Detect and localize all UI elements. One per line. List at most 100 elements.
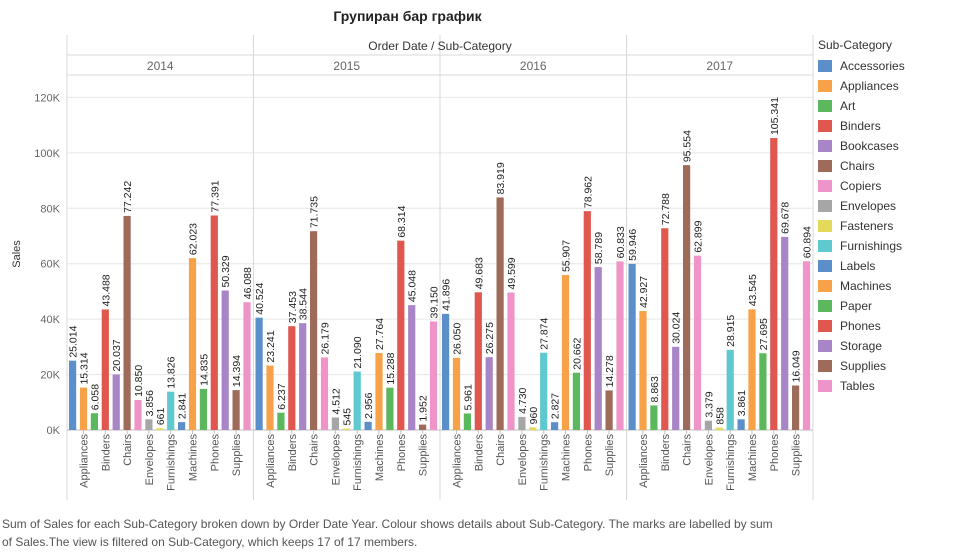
data-label: 95.554: [682, 130, 694, 162]
bar: [419, 424, 427, 430]
legend-swatch: [818, 320, 832, 332]
x-tick-label: Binders: [100, 434, 112, 472]
data-label: 3.856: [144, 390, 156, 416]
data-label: 30.024: [671, 312, 683, 344]
data-label: 661: [155, 407, 167, 425]
legend-item[interactable]: Machines: [818, 276, 963, 296]
bar: [386, 387, 394, 430]
data-label: 40.524: [254, 282, 266, 314]
bar: [759, 353, 767, 430]
bar: [243, 302, 251, 430]
legend-swatch: [818, 300, 832, 312]
legend-item[interactable]: Binders: [818, 116, 963, 136]
data-label: 43.545: [747, 274, 759, 306]
bar: [507, 292, 515, 430]
data-label: 2.956: [363, 392, 375, 418]
legend-item[interactable]: Supplies: [818, 356, 963, 376]
bar: [210, 215, 218, 430]
y-tick-label: 0K: [47, 425, 61, 437]
legend-item[interactable]: Tables: [818, 376, 963, 396]
legend-item[interactable]: Phones: [818, 316, 963, 336]
bar: [255, 317, 263, 430]
bar: [737, 419, 745, 430]
x-tick-label: Furnishings: [725, 434, 737, 491]
x-tick-label: Phones: [396, 434, 408, 472]
column-header: Order Date / Sub-Category: [368, 39, 511, 53]
bar: [134, 399, 142, 430]
data-label: 55.907: [561, 240, 573, 272]
bar: [561, 275, 570, 430]
data-label: 68.314: [396, 205, 408, 237]
data-label: 62.899: [693, 220, 705, 252]
bar: [408, 305, 416, 430]
y-axis-label: Sales: [11, 240, 23, 268]
y-tick-label: 120K: [34, 92, 60, 104]
bar: [715, 427, 723, 430]
legend-label: Storage: [840, 339, 883, 353]
legend-item[interactable]: Labels: [818, 256, 963, 276]
legend-label: Accessories: [840, 59, 905, 73]
data-label: 13.826: [166, 356, 178, 388]
legend-item[interactable]: Copiers: [818, 176, 963, 196]
bar: [145, 419, 153, 430]
bar: [452, 357, 461, 430]
data-label: 3.379: [703, 391, 715, 417]
legend-item[interactable]: Appliances: [818, 76, 963, 96]
bar: [364, 421, 372, 430]
bar: [474, 292, 482, 430]
data-label: 14.394: [231, 355, 243, 387]
data-label: 26.050: [452, 323, 464, 355]
x-tick-label: Machines: [747, 434, 759, 482]
legend-swatch: [818, 140, 832, 152]
legend-item[interactable]: Chairs: [818, 156, 963, 176]
data-label: 71.735: [309, 196, 321, 228]
bar: [288, 326, 296, 430]
legend-item[interactable]: Art: [818, 96, 963, 116]
year-header: 2015: [333, 59, 360, 73]
year-header: 2017: [706, 59, 733, 73]
data-label: 20.037: [111, 339, 123, 371]
legend-item[interactable]: Envelopes: [818, 196, 963, 216]
data-label: 28.915: [725, 315, 737, 347]
legend-label: Furnishings: [840, 239, 903, 253]
legend-item[interactable]: Furnishings: [818, 236, 963, 256]
bar: [232, 390, 240, 430]
caption-line-2: of Sales.The view is filtered on Sub-Cat…: [2, 535, 418, 549]
data-label: 14.835: [198, 354, 210, 386]
data-label: 105.341: [769, 97, 781, 135]
data-label: 49.683: [473, 257, 485, 289]
legend-label: Copiers: [840, 179, 882, 193]
data-label: 14.278: [604, 355, 616, 387]
data-label: 10.850: [133, 365, 145, 397]
legend-item[interactable]: Accessories: [818, 56, 963, 76]
legend-swatch: [818, 260, 832, 272]
bar: [375, 353, 383, 430]
data-label: 21.090: [352, 336, 364, 368]
data-label: 45.048: [407, 270, 419, 302]
x-tick-label: Phones: [769, 434, 781, 472]
legend-item[interactable]: Paper: [818, 296, 963, 316]
data-label: 23.241: [265, 330, 277, 362]
chart-title: Групиран бар график: [333, 8, 482, 24]
data-label: 60.833: [615, 226, 627, 258]
legend-label: Labels: [840, 259, 876, 273]
bar: [594, 267, 602, 430]
data-label: 59.946: [627, 229, 639, 261]
bar: [485, 357, 493, 430]
legend-swatch: [818, 380, 832, 392]
legend-item[interactable]: Bookcases: [818, 136, 963, 156]
x-tick-label: Machines: [561, 434, 573, 482]
y-tick-label: 80K: [40, 203, 60, 215]
legend-swatch: [818, 200, 832, 212]
data-label: 5.961: [462, 384, 474, 410]
bar: [792, 385, 800, 430]
bar: [429, 321, 438, 430]
data-label: 27.874: [539, 317, 551, 349]
legend-label: Appliances: [840, 79, 899, 93]
legend-label: Machines: [840, 279, 892, 293]
legend-item[interactable]: Storage: [818, 336, 963, 356]
x-tick-label: Envelopes: [517, 434, 529, 486]
legend-item[interactable]: Fasteners: [818, 216, 963, 236]
bar: [320, 357, 329, 430]
bar: [540, 352, 548, 430]
